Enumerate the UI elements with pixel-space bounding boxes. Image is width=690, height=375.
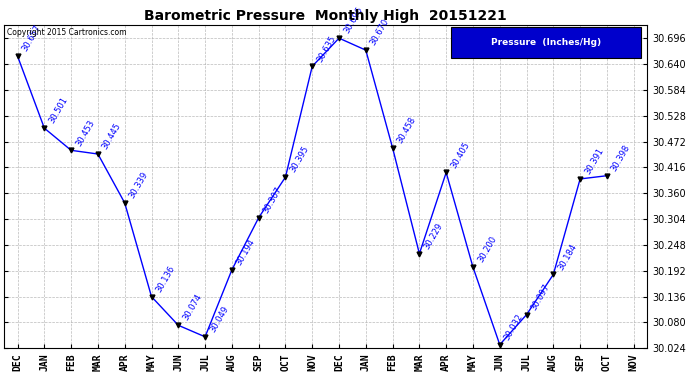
Text: 30.184: 30.184 [556, 242, 578, 272]
Text: 30.097: 30.097 [529, 282, 552, 312]
Text: 30.405: 30.405 [449, 140, 471, 170]
Text: 30.445: 30.445 [101, 122, 123, 151]
Text: Pressure  (Inches/Hg): Pressure (Inches/Hg) [491, 38, 601, 47]
Text: 30.657: 30.657 [20, 24, 43, 53]
FancyBboxPatch shape [451, 27, 641, 57]
Text: 30.398: 30.398 [610, 143, 632, 173]
Text: 30.074: 30.074 [181, 293, 204, 322]
Text: Copyright 2015 Cartronics.com: Copyright 2015 Cartronics.com [8, 28, 127, 38]
Text: 30.458: 30.458 [395, 116, 417, 145]
Text: 30.049: 30.049 [208, 304, 230, 334]
Text: 30.194: 30.194 [235, 237, 257, 267]
Text: 30.200: 30.200 [475, 235, 498, 264]
Text: 30.307: 30.307 [262, 185, 284, 215]
Text: 30.136: 30.136 [155, 264, 177, 294]
Title: Barometric Pressure  Monthly High  20151221: Barometric Pressure Monthly High 2015122… [144, 9, 507, 22]
Text: 30.453: 30.453 [74, 118, 97, 147]
Text: 30.696: 30.696 [342, 6, 364, 35]
Text: 30.032: 30.032 [502, 312, 525, 342]
Text: 30.635: 30.635 [315, 34, 337, 63]
Text: 30.229: 30.229 [422, 221, 444, 251]
Text: 30.339: 30.339 [128, 170, 150, 200]
Text: 30.501: 30.501 [47, 96, 70, 125]
Text: 30.391: 30.391 [583, 147, 605, 176]
Text: 30.395: 30.395 [288, 145, 311, 174]
Text: 30.670: 30.670 [368, 18, 391, 47]
